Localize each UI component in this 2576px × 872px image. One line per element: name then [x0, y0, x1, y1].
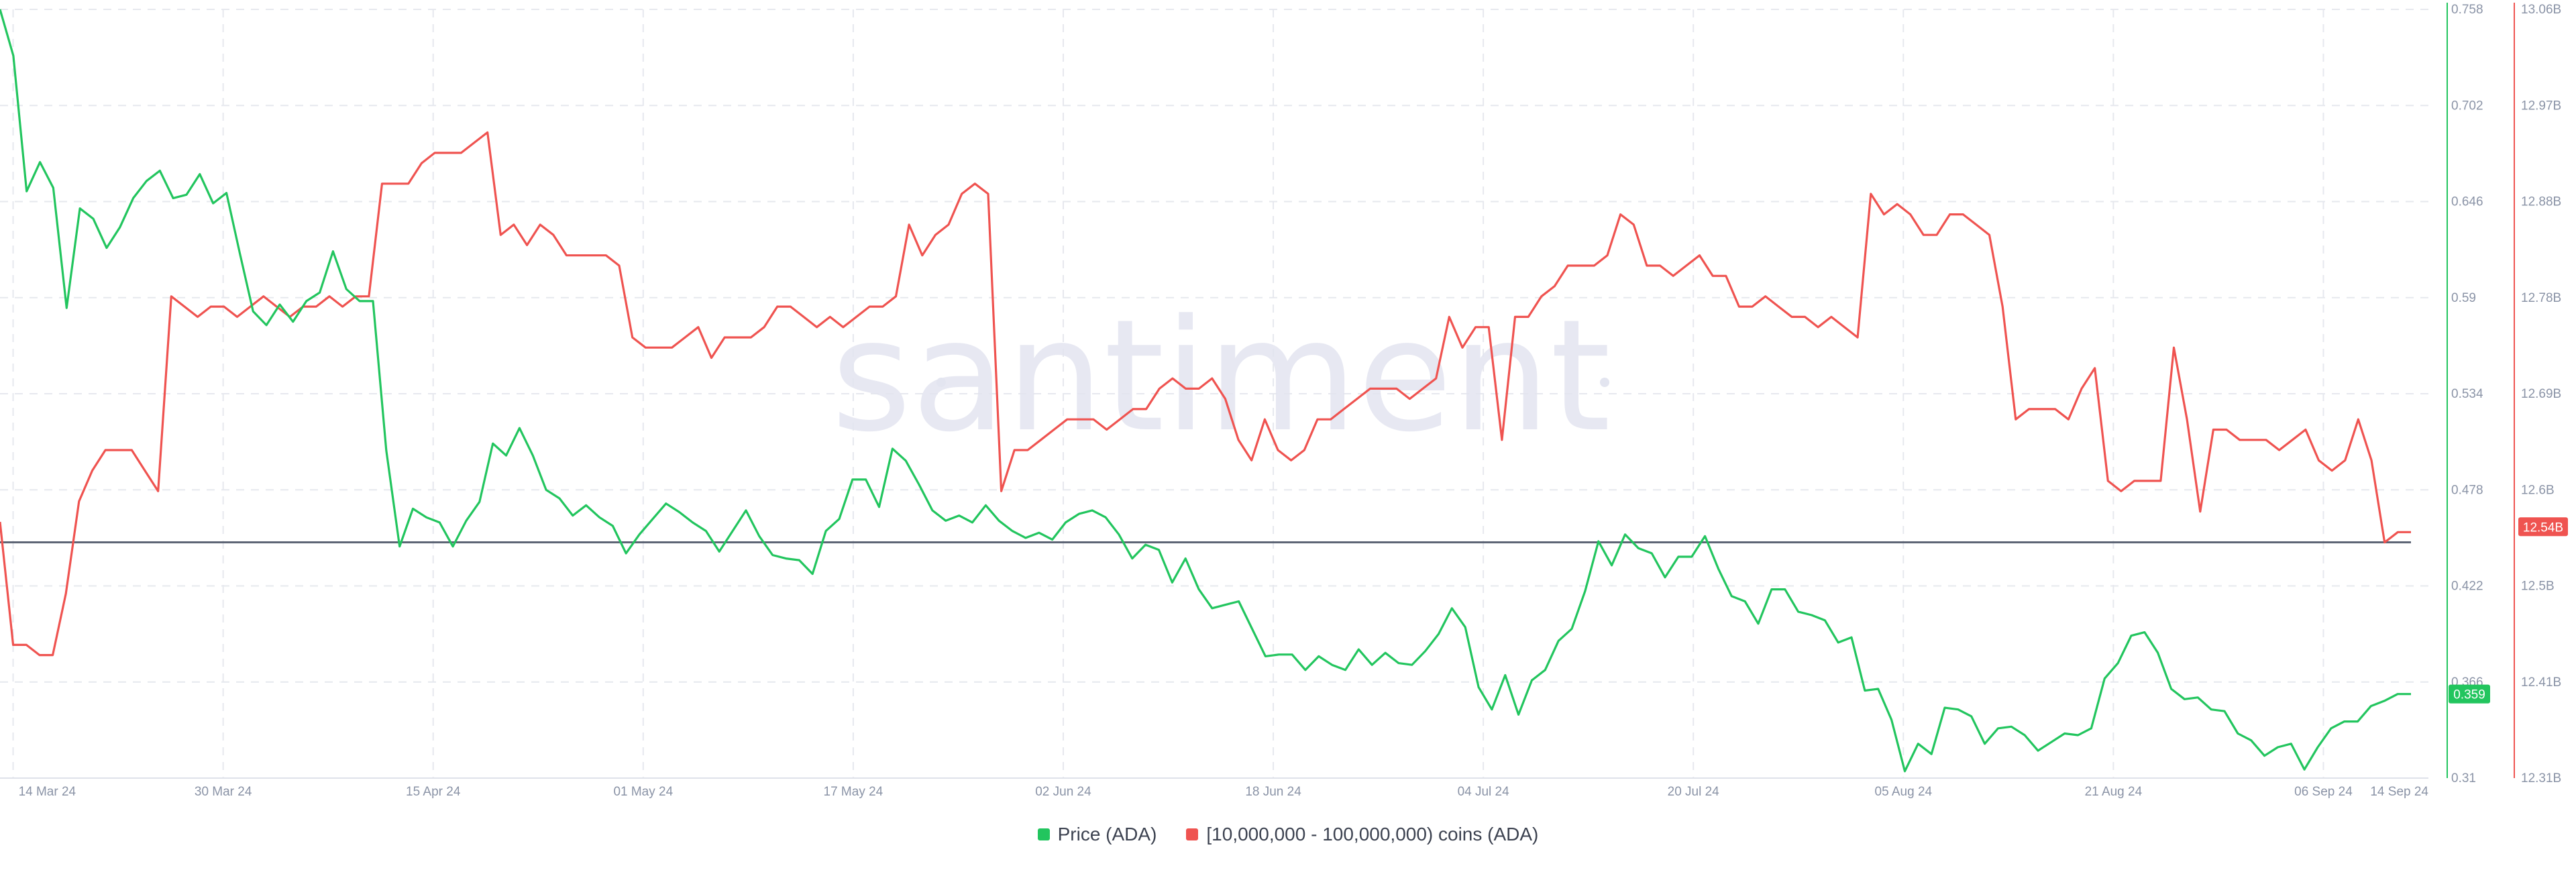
y-left-tick-label: 0.758 [2451, 3, 2483, 17]
x-tick-label: 20 Jul 24 [1668, 785, 1720, 799]
price-series-line [0, 9, 2411, 773]
x-tick-label: 14 Sep 24 [2370, 785, 2428, 799]
holders-last-value-badge-text: 12.54B [2523, 521, 2563, 535]
legend: Price (ADA) [10,000,000 - 100,000,000) c… [0, 824, 2576, 845]
x-tick-label: 06 Sep 24 [2294, 785, 2353, 799]
y-right-tick-label: 12.41B [2521, 675, 2561, 690]
x-tick-label: 04 Jul 24 [1458, 785, 1510, 799]
holders-last-value-badge: 12.54B [2518, 517, 2568, 537]
y-right-tick-label: 12.5B [2521, 580, 2555, 594]
price-last-value-badge-text: 0.359 [2453, 688, 2485, 702]
legend-item-holders[interactable]: [10,000,000 - 100,000,000) coins (ADA) [1186, 824, 1538, 845]
grid [0, 9, 2428, 779]
x-tick-label: 01 May 24 [613, 785, 673, 799]
holders-last-value-badge-bg [2518, 517, 2568, 537]
series-layer [0, 9, 2411, 773]
y-right-tick-label: 12.31B [2521, 771, 2561, 785]
y-left-tick-label: 0.702 [2451, 99, 2483, 113]
legend-swatch-holders [1186, 828, 1199, 840]
y-right-tick-label: 12.78B [2521, 291, 2561, 305]
y-right-tick-label: 12.69B [2521, 387, 2561, 401]
legend-swatch-price [1037, 828, 1050, 840]
x-tick-label: 30 Mar 24 [195, 785, 252, 799]
legend-label-price: Price (ADA) [1057, 824, 1157, 844]
x-tick-label: 14 Mar 24 [19, 785, 76, 799]
price-last-value-badge: 0.359 [2449, 684, 2490, 704]
y-right-tick-label: 12.97B [2521, 99, 2561, 113]
y-right-tick-label: 12.6B [2521, 483, 2555, 497]
y-left-tick-label: 0.646 [2451, 195, 2483, 209]
y-left-tick-label: 0.422 [2451, 580, 2483, 594]
x-tick-label: 21 Aug 24 [2085, 785, 2143, 799]
y-left-tick-label: 0.59 [2451, 291, 2476, 305]
y-left-tick-label: 0.31 [2451, 771, 2476, 785]
watermark-dot-right [1600, 378, 1609, 387]
legend-item-price[interactable]: Price (ADA) [1037, 824, 1157, 845]
chart-canvas: santiment 0.7580.7020.6460.590.5340.4780… [0, 3, 2568, 799]
y-right-tick-label: 12.88B [2521, 195, 2561, 209]
y-right-tick-label: 13.06B [2521, 3, 2561, 17]
axes: 0.7580.7020.6460.590.5340.4780.4220.3660… [0, 3, 2568, 799]
holders-series-line [0, 131, 2411, 657]
x-tick-label: 05 Aug 24 [1875, 785, 1933, 799]
y-left-tick-label: 0.534 [2451, 387, 2483, 401]
legend-label-holders: [10,000,000 - 100,000,000) coins (ADA) [1206, 824, 1539, 844]
price-last-value-badge-bg [2449, 684, 2490, 704]
x-tick-label: 15 Apr 24 [406, 785, 461, 799]
x-tick-label: 17 May 24 [824, 785, 883, 799]
x-tick-label: 02 Jun 24 [1035, 785, 1091, 799]
x-tick-label: 18 Jun 24 [1245, 785, 1301, 799]
watermark-dot-left [936, 378, 946, 387]
y-left-tick-label: 0.478 [2451, 483, 2483, 497]
watermark: santiment [831, 287, 1611, 466]
